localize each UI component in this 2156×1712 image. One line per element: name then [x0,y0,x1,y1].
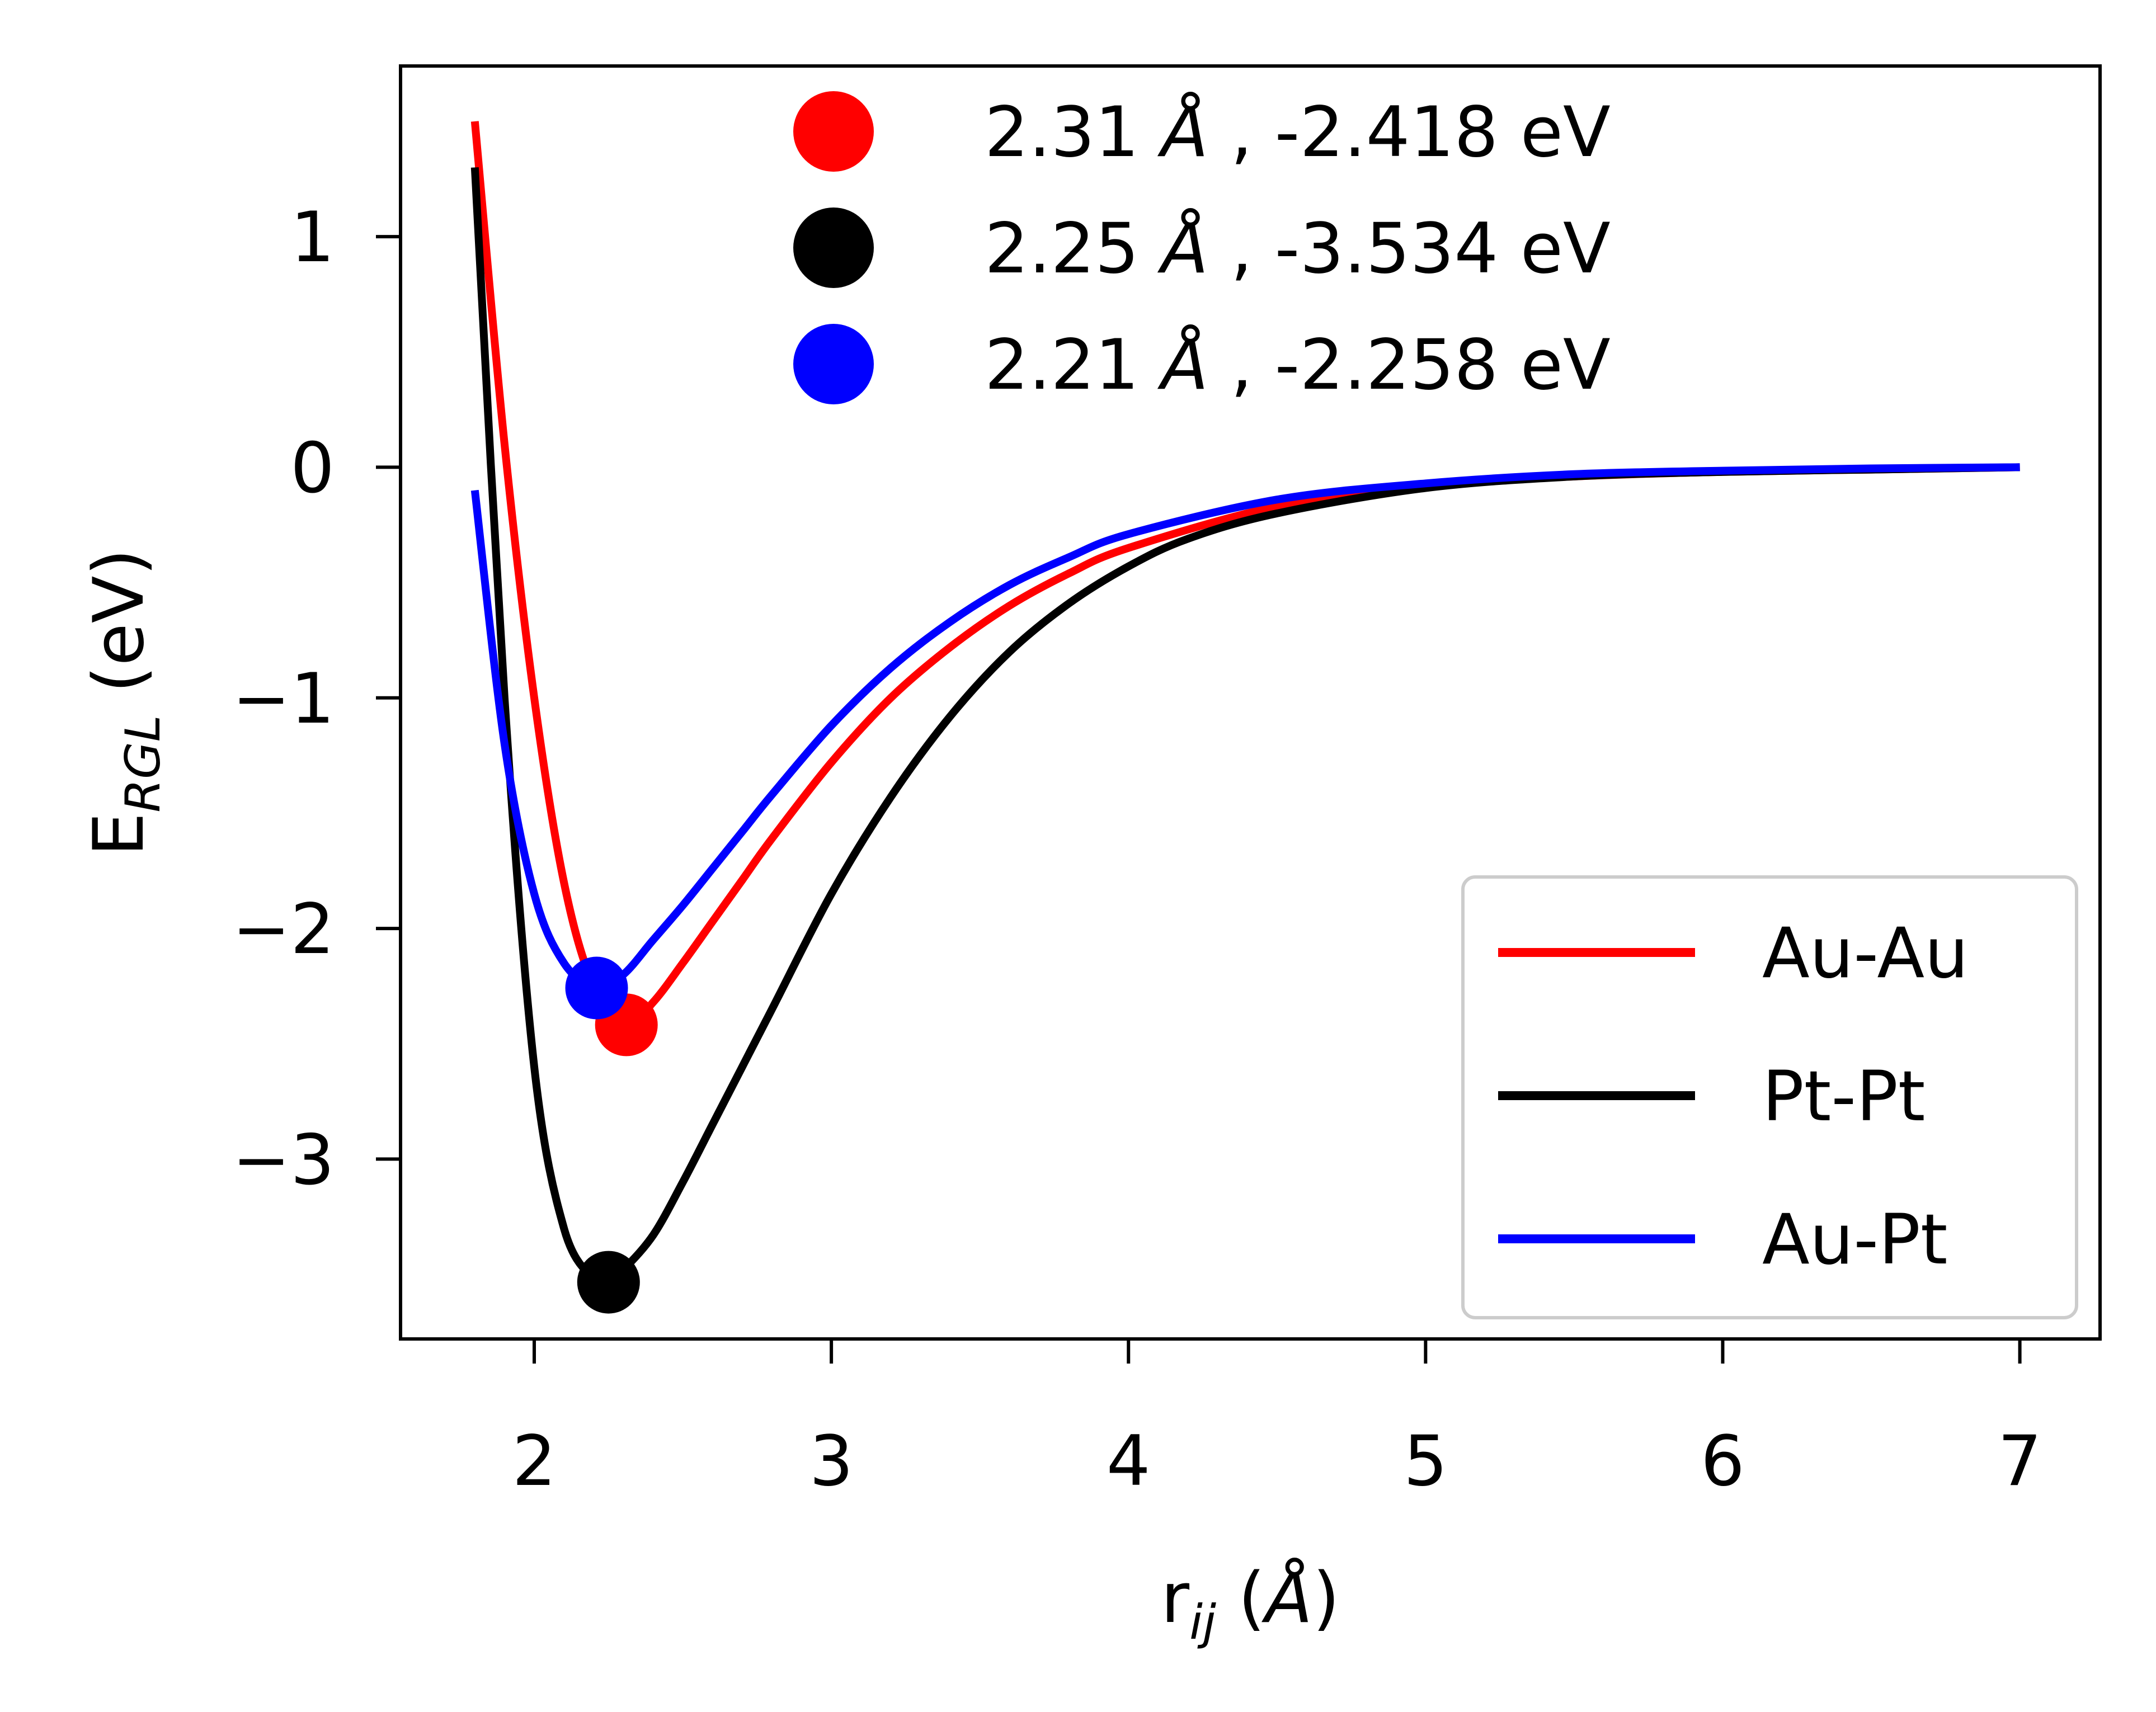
x-tick-label-3: 3 [809,1421,854,1502]
series-line-au-pt [470,463,2020,993]
x-tick-label-4: 4 [1107,1421,1151,1502]
minimum-marker-2 [577,1251,640,1314]
series-layer [470,121,2020,1289]
y-axis-label: ERGL (eV) [79,549,171,856]
minima-markers-layer [565,956,658,1314]
series-legend: Au-Au Pt-Pt Au-Pt [1461,875,2078,1319]
legend-label-au-pt: Au-Pt [1762,1200,1948,1280]
y-tick-label-0: 0 [290,428,335,508]
x-axis-label: rij (Å) [1161,1557,1340,1650]
legend-label-pt-pt: Pt-Pt [1762,1057,1926,1137]
y-tick-label-2: −2 [232,889,335,970]
x-tick-label-2: 2 [512,1421,557,1502]
x-tick-label-6: 6 [1701,1421,1745,1502]
minima-legend-label-3: 2.21 Å , -2.258 eV [985,324,1611,405]
x-tick-label-5: 5 [1404,1421,1448,1502]
minima-legend-marker-1 [793,91,874,172]
plot-frame [399,64,2102,1341]
y-tick-label-3: −3 [232,1120,335,1200]
x-tick-label-7: 7 [1998,1421,2042,1502]
y-axis-ticks: 1 0 −1 −2 −3 [232,197,401,1200]
y-tick-label-1: −1 [232,659,335,739]
minimum-marker-3 [565,956,628,1020]
minima-legend-label-2: 2.25 Å , -3.534 eV [985,207,1611,289]
minima-legend-marker-2 [793,207,874,288]
minima-legend-label-1: 2.31 Å , -2.418 eV [985,91,1611,173]
legend-label-au-au: Au-Au [1762,913,1969,994]
legend-frame [1461,875,2078,1319]
minima-legend: 2.31 Å , -2.418 eV 2.25 Å , -3.534 eV 2.21… [793,91,1611,405]
x-axis-ticks: 2 3 4 5 6 7 [512,1339,2042,1502]
y-tick-label-1: 1 [290,197,335,278]
minima-legend-marker-3 [793,324,874,404]
